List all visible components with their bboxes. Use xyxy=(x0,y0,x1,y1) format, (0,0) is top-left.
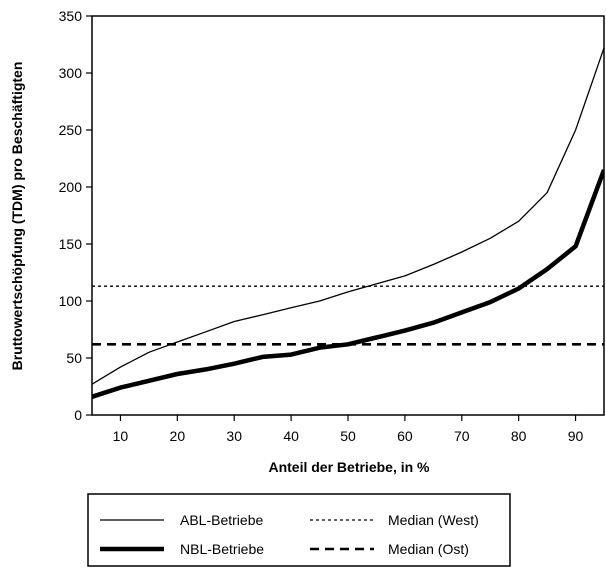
y-axis-title: Bruttowertschöpfung (TDM) pro Beschäftig… xyxy=(9,62,25,371)
plot-frame xyxy=(91,15,605,416)
y-tick-label: 250 xyxy=(59,122,83,138)
series-line-abl-betriebe xyxy=(92,47,604,385)
legend-label-nbl-betriebe: NBL-Betriebe xyxy=(180,541,264,557)
legend-label-abl-betriebe: ABL-Betriebe xyxy=(180,512,263,528)
y-tick-label: 300 xyxy=(59,65,83,81)
x-tick-label: 50 xyxy=(340,428,356,444)
legend: ABL-Betriebe NBL-Betriebe Median (West) Med… xyxy=(87,493,511,567)
x-tick-label: 80 xyxy=(511,428,527,444)
legend-label-median-ost: Median (Ost) xyxy=(388,541,469,557)
y-tick-label: 350 xyxy=(59,8,83,24)
legend-box xyxy=(87,493,511,567)
series-line-nbl-betriebe xyxy=(92,169,604,399)
ticks-layer: 0 50 100 150 200 250 300 350 10 20 30 40 50 60 70 80 90 xyxy=(59,8,584,444)
plot-area xyxy=(91,15,605,416)
y-tick-label: 0 xyxy=(74,407,82,423)
y-tick-label: 150 xyxy=(59,236,83,252)
legend-label-median-west: Median (West) xyxy=(388,512,479,528)
x-tick-label: 40 xyxy=(283,428,299,444)
y-tick-label: 50 xyxy=(66,350,82,366)
x-tick-label: 30 xyxy=(226,428,242,444)
x-tick-label: 20 xyxy=(170,428,186,444)
y-tick-label: 100 xyxy=(59,293,83,309)
x-axis-title: Anteil der Betriebe, in % xyxy=(268,459,430,475)
x-tick-label: 10 xyxy=(113,428,129,444)
x-tick-label: 90 xyxy=(568,428,584,444)
x-tick-label: 70 xyxy=(454,428,470,444)
y-tick-label: 200 xyxy=(59,179,83,195)
series-layer xyxy=(92,47,604,399)
x-tick-label: 60 xyxy=(397,428,413,444)
